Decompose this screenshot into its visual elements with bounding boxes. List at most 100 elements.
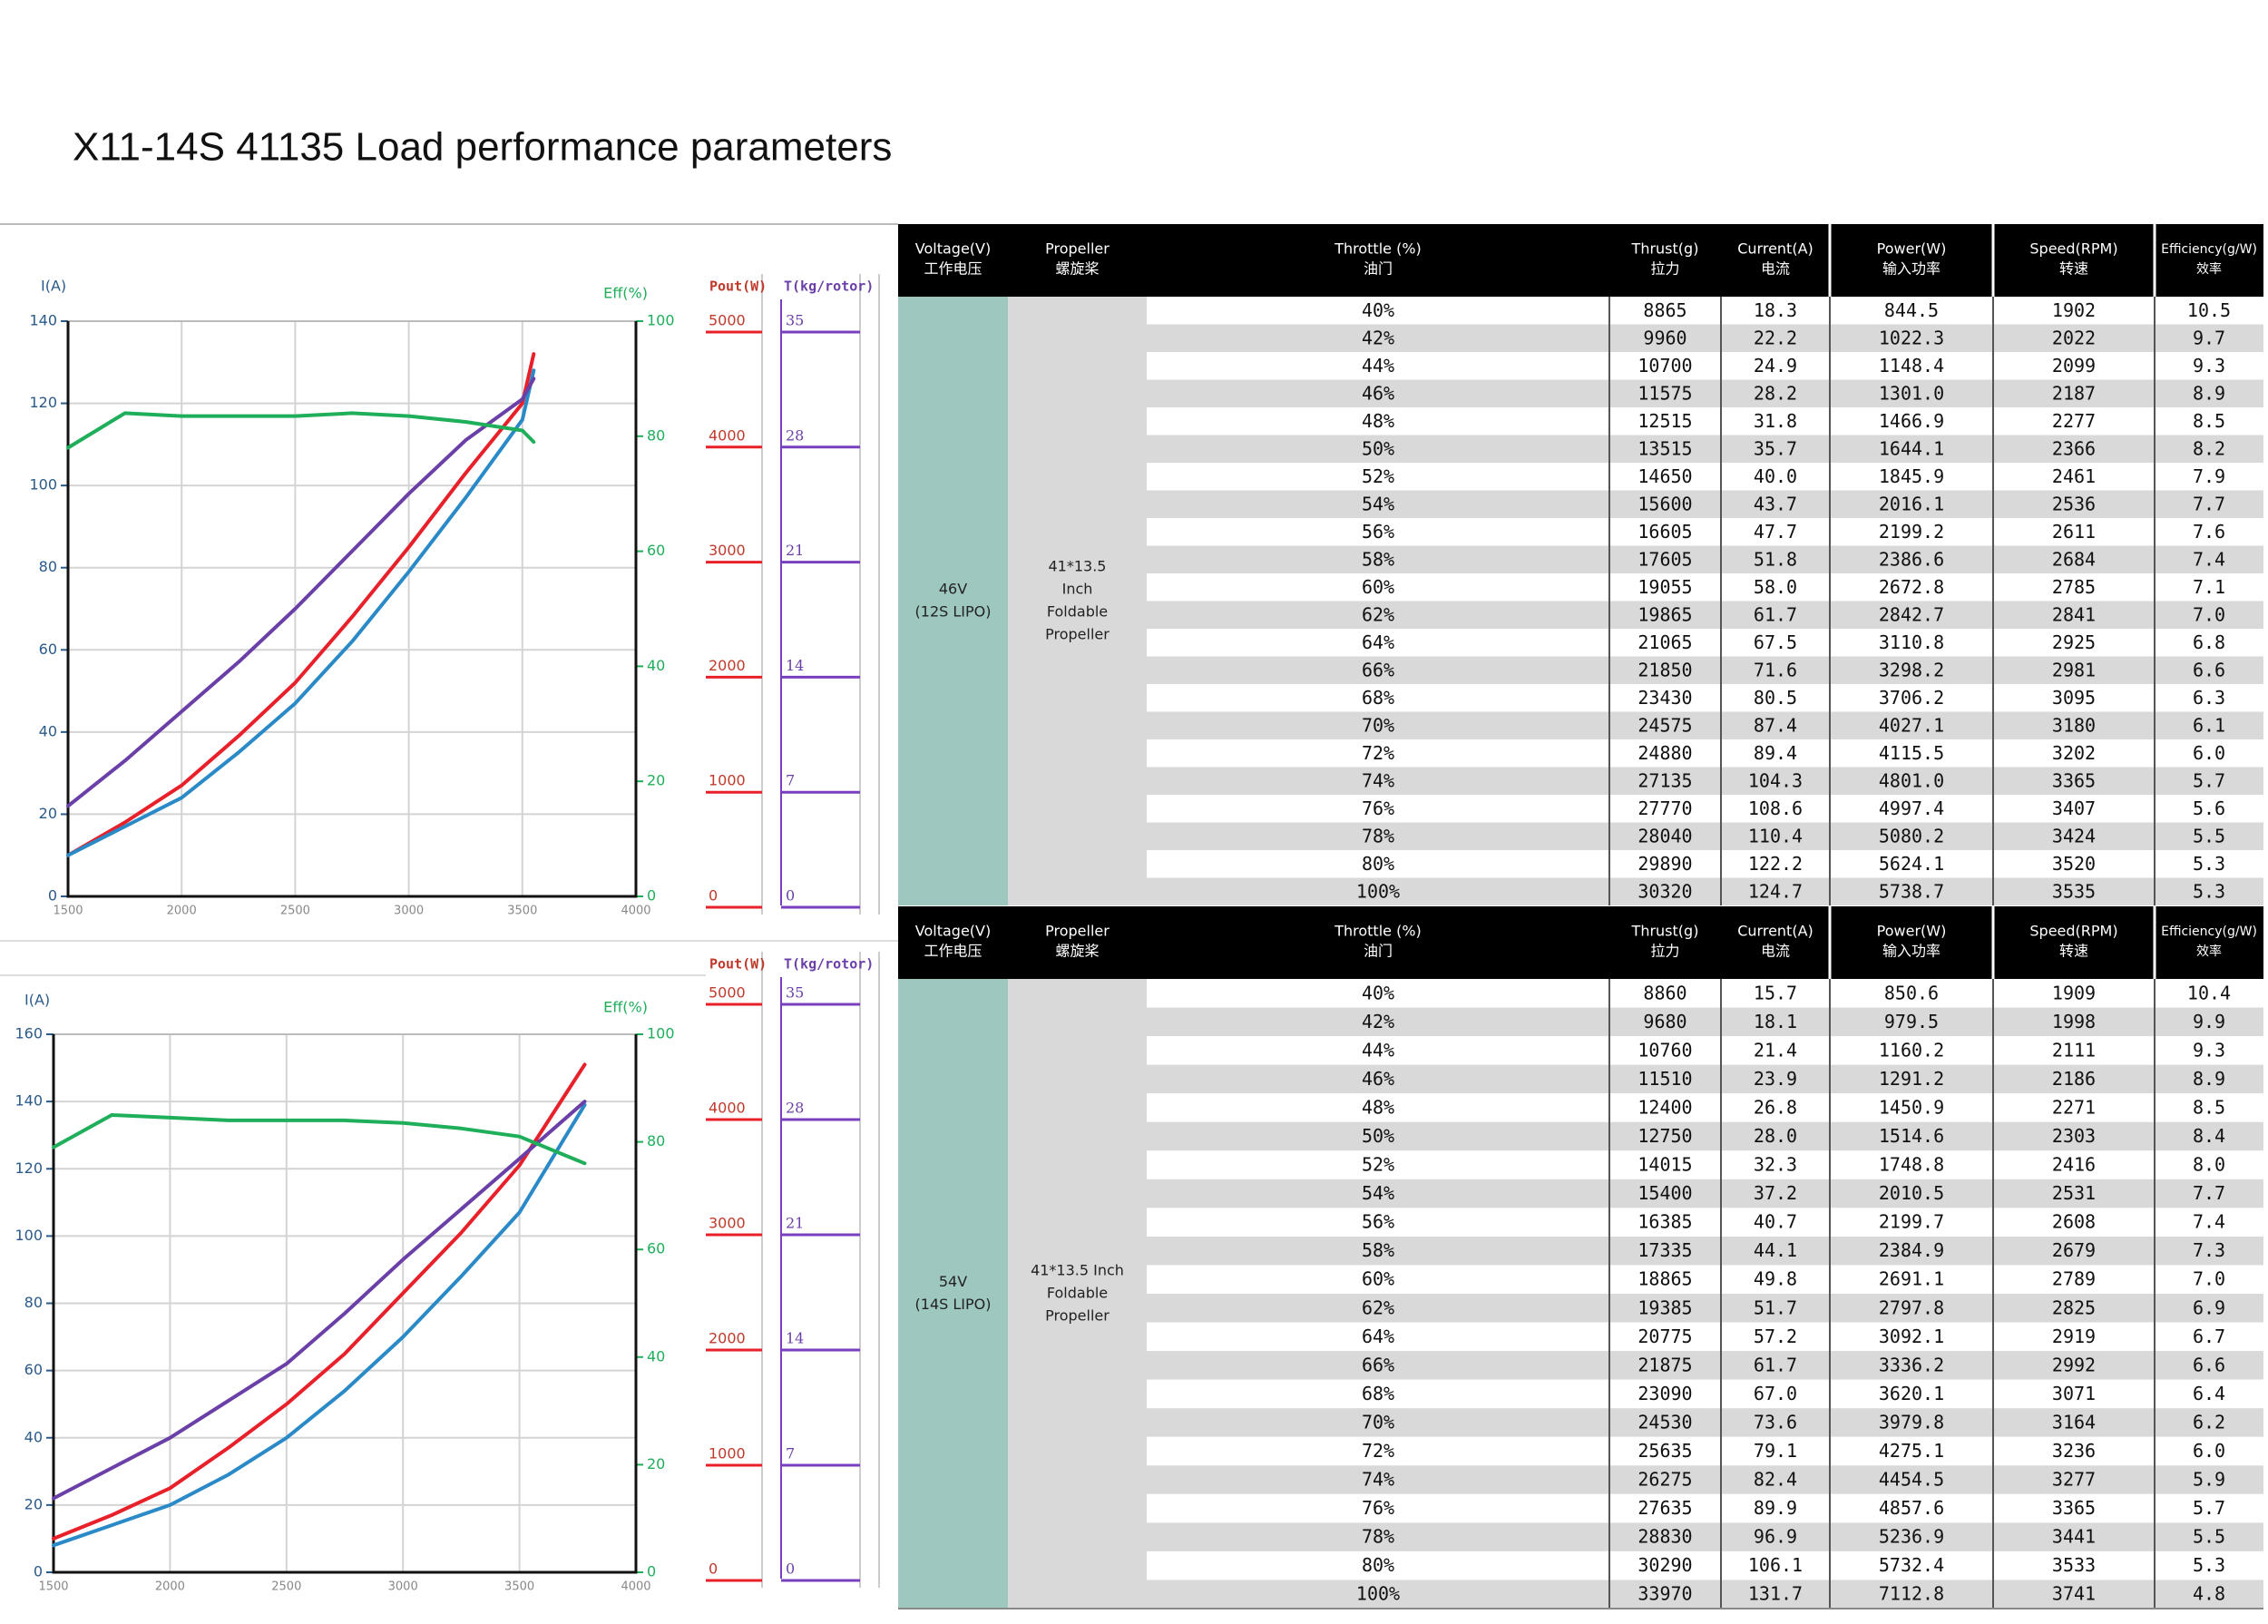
voltage-text: (14S LIPO) <box>915 1296 992 1313</box>
plot-axes <box>66 321 638 898</box>
table-cell: 61.7 <box>1754 603 1797 625</box>
header-cell: Propeller <box>1045 923 1110 940</box>
table-cell: 51.7 <box>1754 1296 1797 1318</box>
table-cell: 28040 <box>1637 825 1692 846</box>
table-cell: 2461 <box>2052 465 2096 487</box>
table-cell: 7.7 <box>2193 493 2225 514</box>
propeller-cell <box>1008 979 1147 1609</box>
table-cell: 18.1 <box>1754 1011 1797 1032</box>
header-cell: 工作电压 <box>924 943 982 960</box>
table-cell: 18865 <box>1637 1268 1692 1290</box>
table-cell: 51.8 <box>1754 548 1797 570</box>
table-cell: 44.1 <box>1754 1239 1797 1261</box>
table-cell: 104.3 <box>1748 769 1803 791</box>
table-cell: 13515 <box>1637 437 1692 459</box>
page-title: X11-14S 41135 Load performance parameter… <box>73 125 892 170</box>
y-tick-label: 160 <box>15 1025 43 1042</box>
x-tick-label: 4000 <box>621 1580 650 1594</box>
pout-tick-label: 3000 <box>709 542 746 559</box>
x-tick-label: 3000 <box>394 905 424 918</box>
header-cell: 输入功率 <box>1882 943 1941 960</box>
propeller-text: Foldable <box>1047 603 1108 621</box>
table-cell: 108.6 <box>1748 797 1803 819</box>
table-cell: 2825 <box>2052 1296 2096 1318</box>
table-cell: 4.8 <box>2193 1583 2225 1605</box>
table-cell: 124.7 <box>1748 880 1803 902</box>
table-cell: 7.4 <box>2193 548 2225 570</box>
row-bg <box>1147 822 2263 850</box>
row-bg <box>1147 877 2263 905</box>
table-cell: 33970 <box>1637 1583 1692 1605</box>
table-cell: 1301.0 <box>1879 382 1944 404</box>
t-tick-label: 28 <box>786 426 804 444</box>
table-cell: 122.2 <box>1748 853 1803 875</box>
table-cell: 6.8 <box>2193 631 2225 653</box>
table-cell: 21065 <box>1637 631 1692 653</box>
pout-tick-label: 4000 <box>709 426 746 444</box>
table-cell: 5624.1 <box>1879 853 1944 875</box>
table-cell: 1466.9 <box>1879 410 1944 432</box>
table-cell: 3441 <box>2052 1526 2096 1548</box>
table-cell: 50% <box>1362 1125 1394 1147</box>
table-cell: 3164 <box>2052 1411 2096 1433</box>
table-cell: 5080.2 <box>1879 825 1944 846</box>
row-bg <box>1147 435 2263 463</box>
table-cell: 23090 <box>1637 1383 1692 1404</box>
table-cell: 3110.8 <box>1879 631 1944 653</box>
table-cell: 3407 <box>2052 797 2096 819</box>
y-tick-label: 20 <box>24 1495 43 1512</box>
table-cell: 5.6 <box>2193 797 2225 819</box>
table-cell: 979.5 <box>1884 1011 1939 1032</box>
row-bg <box>1147 850 2263 878</box>
row-bg <box>1147 629 2263 657</box>
header-cell: 转速 <box>2059 260 2088 278</box>
table-cell: 68% <box>1362 1383 1394 1404</box>
row-bg <box>1147 656 2263 684</box>
table-cell: 3706.2 <box>1879 687 1944 709</box>
table-cell: 10760 <box>1637 1039 1692 1061</box>
table-cell: 4275.1 <box>1879 1440 1944 1462</box>
y-tick-label: 140 <box>29 312 57 329</box>
table-cell: 24575 <box>1637 714 1692 736</box>
table-cell: 2684 <box>2052 548 2096 570</box>
table-cell: 66% <box>1362 659 1394 680</box>
table-cell: 20775 <box>1637 1326 1692 1347</box>
table-cell: 17335 <box>1637 1239 1692 1261</box>
t-tick-label: 0 <box>786 887 795 905</box>
table-cell: 2531 <box>2052 1182 2096 1204</box>
table-cell: 2199.2 <box>1879 521 1944 543</box>
table-cell: 40.0 <box>1754 465 1797 487</box>
y-tick-label: 100 <box>29 476 57 494</box>
table-cell: 1909 <box>2052 982 2096 1003</box>
table-cell: 47.7 <box>1754 521 1797 543</box>
table-cell: 28.0 <box>1754 1125 1797 1147</box>
table-cell: 89.4 <box>1754 742 1797 764</box>
t-tick-label: 0 <box>786 1560 795 1578</box>
table-cell: 72% <box>1362 1440 1394 1462</box>
header-cell: Thrust(g) <box>1631 923 1699 940</box>
y2-tick-label: 100 <box>647 1025 675 1042</box>
table-cell: 64% <box>1362 631 1394 653</box>
pout-tick-label: 1000 <box>709 1445 746 1463</box>
t-label: T(kg/rotor) <box>784 956 874 973</box>
row-bg <box>1147 324 2263 352</box>
y-tick-label: 40 <box>39 722 57 739</box>
table-cell: 844.5 <box>1884 299 1939 321</box>
table-cell: 6.9 <box>2193 1296 2225 1318</box>
y2-tick-label: 40 <box>647 657 665 674</box>
table-cell: 1514.6 <box>1879 1125 1944 1147</box>
table-cell: 78% <box>1362 825 1394 846</box>
table-cell: 7.9 <box>2193 465 2225 487</box>
table-cell: 5.3 <box>2193 1554 2225 1576</box>
table-cell: 9960 <box>1643 327 1686 348</box>
table-cell: 100% <box>1356 880 1400 902</box>
table-cell: 1148.4 <box>1879 355 1944 377</box>
table-cell: 3620.1 <box>1879 1383 1944 1404</box>
table-cell: 6.3 <box>2193 687 2225 709</box>
table-cell: 76% <box>1362 1497 1394 1519</box>
table-cell: 96.9 <box>1754 1526 1797 1548</box>
table-cell: 19055 <box>1637 576 1692 598</box>
table-cell: 5.3 <box>2193 880 2225 902</box>
row-bg <box>1147 573 2263 602</box>
propeller-text: Inch <box>1062 581 1093 598</box>
